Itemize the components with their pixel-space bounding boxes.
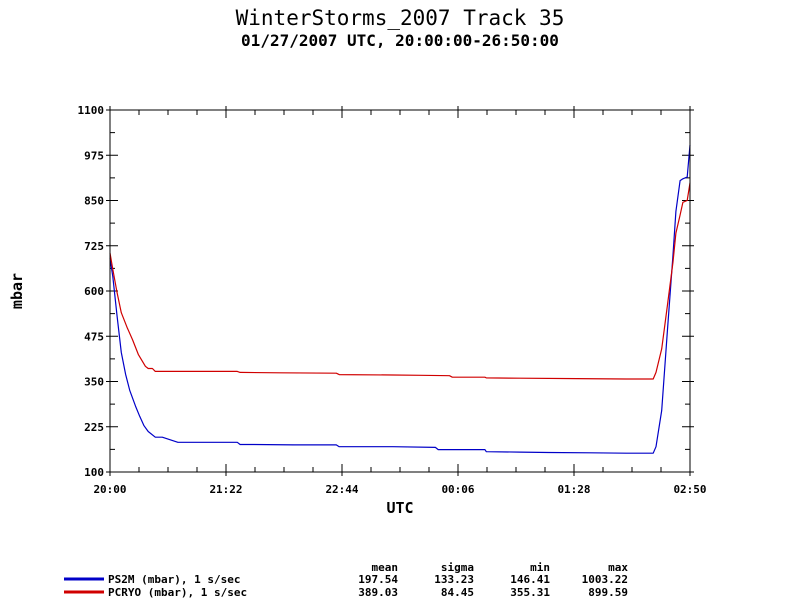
y-axis-title: mbar bbox=[8, 273, 26, 309]
legend: mean sigma min max PS2M (mbar), 1 s/sec 197.5… bbox=[64, 561, 628, 599]
y-tick-label: 1100 bbox=[78, 104, 105, 117]
y-tick-label: 350 bbox=[84, 376, 104, 389]
stats-header: min bbox=[530, 561, 550, 574]
stats-value: 84.45 bbox=[441, 586, 474, 599]
stats-value: 1003.22 bbox=[582, 573, 628, 586]
y-tick-labels: 100 225 350 475 600 725 850 975 1100 bbox=[78, 104, 105, 479]
y-tick-label: 475 bbox=[84, 330, 104, 343]
stats-value: 355.31 bbox=[510, 586, 550, 599]
x-tick-labels: 20:00 21:22 22:44 00:06 01:28 02:50 bbox=[93, 483, 706, 496]
axis-ticks bbox=[106, 106, 694, 476]
stats-header: max bbox=[608, 561, 628, 574]
y-tick-label: 850 bbox=[84, 195, 104, 208]
stats-value: 197.54 bbox=[358, 573, 398, 586]
y-tick-label: 225 bbox=[84, 421, 104, 434]
stats-value: 899.59 bbox=[588, 586, 628, 599]
y-tick-label: 975 bbox=[84, 149, 104, 162]
x-tick-label: 21:22 bbox=[209, 483, 242, 496]
chart-subtitle: 01/27/2007 UTC, 20:00:00-26:50:00 bbox=[241, 31, 559, 50]
stats-header: mean bbox=[372, 561, 399, 574]
y-tick-label: 600 bbox=[84, 285, 104, 298]
x-tick-label: 22:44 bbox=[325, 483, 358, 496]
x-tick-label: 02:50 bbox=[673, 483, 706, 496]
series-line bbox=[109, 182, 691, 380]
stats-value: 146.41 bbox=[510, 573, 550, 586]
plot-frame bbox=[109, 109, 691, 473]
stats-header: sigma bbox=[441, 561, 474, 574]
stats-value: 133.23 bbox=[434, 573, 474, 586]
y-tick-label: 100 bbox=[84, 466, 104, 479]
x-tick-label: 01:28 bbox=[557, 483, 590, 496]
x-tick-label: 20:00 bbox=[93, 483, 126, 496]
x-axis-title: UTC bbox=[386, 499, 413, 517]
legend-label: PS2M (mbar), 1 s/sec bbox=[108, 573, 240, 586]
legend-label: PCRYO (mbar), 1 s/sec bbox=[108, 586, 247, 599]
x-tick-label: 00:06 bbox=[441, 483, 474, 496]
stats-value: 389.03 bbox=[358, 586, 398, 599]
series-lines bbox=[109, 145, 691, 454]
chart-title: WinterStorms_2007 Track 35 bbox=[236, 6, 565, 30]
series-line bbox=[109, 145, 691, 454]
y-tick-label: 725 bbox=[84, 240, 104, 253]
